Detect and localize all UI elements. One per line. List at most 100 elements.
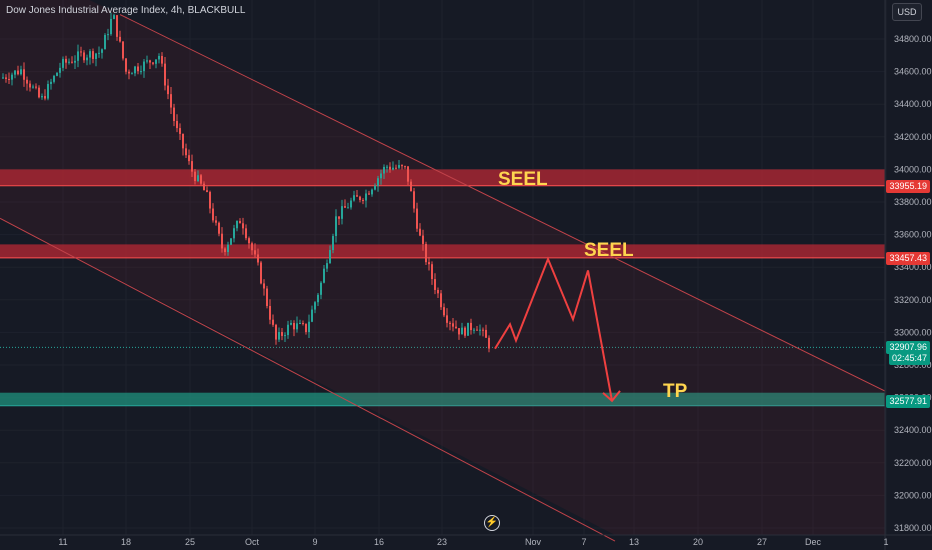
candle-body	[467, 322, 469, 336]
candle-body	[245, 228, 247, 239]
x-tick-label: 25	[185, 537, 195, 547]
candle-body	[227, 244, 229, 253]
x-axis: 11 18 25 Oct 9 16 23 Nov 7 13 20 27 Dec 1	[0, 534, 932, 547]
candle-body	[221, 233, 223, 249]
candle-body	[389, 166, 391, 170]
candle-body	[323, 268, 325, 283]
candle-body	[287, 324, 289, 336]
candle-body	[95, 53, 97, 59]
candle-body	[335, 216, 337, 237]
candle-body	[116, 15, 118, 37]
candle-body	[302, 323, 304, 325]
candle-body	[272, 319, 274, 325]
candle-body	[77, 51, 79, 61]
candle-body	[332, 236, 334, 251]
y-tick-label: 31800.00	[894, 523, 932, 533]
candle-body	[242, 223, 244, 229]
candle-body	[182, 133, 184, 149]
candle-body	[32, 86, 34, 88]
current-price-tag: 32907.96	[886, 341, 930, 354]
candle-body	[23, 69, 25, 80]
candle-body	[173, 107, 175, 121]
candle-body	[50, 81, 52, 85]
candle-body	[461, 327, 463, 335]
candle-body	[392, 167, 394, 170]
candle-body	[308, 321, 310, 333]
candle-body	[35, 86, 37, 88]
candle-body	[152, 62, 154, 64]
candle-body	[299, 323, 301, 325]
candle-body	[257, 254, 259, 263]
candle-body	[8, 79, 10, 81]
candle-body	[86, 57, 88, 61]
candle-body	[416, 208, 418, 229]
channel-fill	[0, 0, 885, 535]
trend-channel	[0, 0, 886, 542]
candle-body	[140, 71, 142, 73]
projection-path	[494, 256, 621, 403]
candle-body	[470, 322, 472, 331]
candle-body	[485, 329, 487, 338]
candle-body	[179, 128, 181, 134]
candle-body	[410, 181, 412, 192]
candle-body	[44, 96, 46, 99]
candle-body	[71, 61, 73, 63]
candle-body	[476, 329, 478, 331]
candle-body	[398, 165, 400, 168]
candle-body	[293, 322, 295, 330]
candle-body	[65, 58, 67, 63]
candle-body	[275, 324, 277, 340]
candle-body	[134, 66, 136, 74]
candle-body	[164, 63, 166, 86]
candle-body	[359, 196, 361, 201]
candle-body	[167, 85, 169, 95]
candle-body	[194, 171, 196, 182]
support-zone	[0, 392, 885, 406]
currency-button[interactable]: USD	[892, 3, 922, 21]
candle-body	[89, 51, 91, 58]
candle-body	[311, 309, 313, 322]
candle-body	[431, 264, 433, 280]
candle-body	[5, 77, 7, 80]
resistance-zone	[0, 169, 885, 186]
candle-body	[209, 191, 211, 209]
candle-body	[356, 195, 358, 197]
x-tick-label: 23	[437, 537, 447, 547]
candle-body	[251, 243, 253, 251]
candle-body	[326, 263, 328, 269]
countdown-tag: 02:45:47	[888, 352, 930, 365]
y-tick-label: 34200.00	[894, 132, 932, 142]
candle-body	[434, 279, 436, 290]
tp-label: TP	[663, 381, 688, 402]
candle-body	[119, 36, 121, 42]
candle-body	[41, 96, 43, 98]
candle-body	[347, 207, 349, 209]
candle-body	[47, 84, 49, 99]
candle-body	[2, 77, 4, 79]
candle-body	[425, 243, 427, 263]
candle-body	[92, 51, 94, 59]
candle-body	[395, 167, 397, 169]
candle-body	[488, 337, 490, 349]
candle-body	[17, 70, 19, 75]
x-tick-label: 27	[757, 537, 767, 547]
candle-body	[443, 307, 445, 316]
upper-resistance-tag: 33955.19	[886, 180, 930, 193]
candle-body	[419, 228, 421, 236]
candle-body	[206, 190, 208, 192]
candle-body	[200, 175, 202, 184]
x-tick-label: 18	[121, 537, 131, 547]
candle-body	[104, 35, 106, 50]
y-tick-label: 34600.00	[894, 67, 932, 77]
candle-body	[236, 220, 238, 229]
candle-body	[14, 70, 16, 75]
candle-body	[137, 66, 139, 72]
y-tick-label: 32800.00	[894, 360, 932, 370]
candle-body	[449, 322, 451, 324]
candle-body	[128, 71, 130, 74]
candle-body	[374, 185, 376, 190]
candle-body	[320, 282, 322, 295]
y-tick-label: 32400.00	[894, 425, 932, 435]
candle-body	[269, 305, 271, 320]
